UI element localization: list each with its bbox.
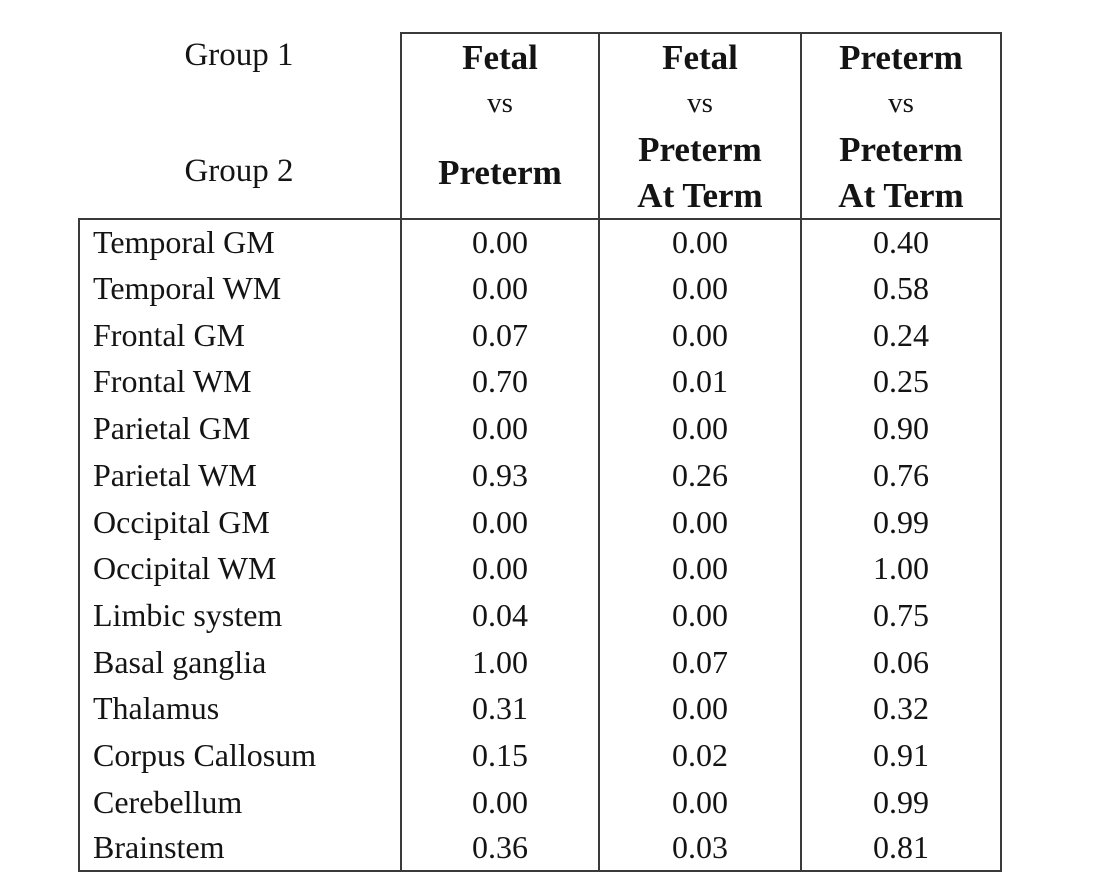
row-label: Parietal GM — [78, 404, 400, 452]
header-line: Preterm — [839, 129, 963, 169]
row-label: Frontal GM — [78, 311, 400, 359]
header-vs-label: vs — [487, 86, 513, 119]
p-value-cell: 0.00 — [400, 498, 598, 545]
p-value-cell: 0.93 — [400, 451, 598, 499]
row-label: Brainstem — [78, 825, 400, 872]
p-value-cell: 0.40 — [800, 218, 1002, 265]
p-value-cell: 0.75 — [800, 591, 1002, 639]
p-value-cell: 0.15 — [400, 731, 598, 779]
p-value-cell: 0.03 — [598, 825, 800, 872]
p-value-cell: 0.00 — [400, 264, 598, 312]
p-value-cell: 0.58 — [800, 264, 1002, 312]
p-value-cell: 1.00 — [400, 638, 598, 686]
pvalue-table: Group 1 Group 2 Fetal vs Preterm Fetal v… — [78, 32, 1002, 872]
p-value-cell: 0.31 — [400, 685, 598, 732]
row-label: Frontal WM — [78, 358, 400, 405]
p-value-cell: 0.00 — [400, 218, 598, 265]
group1-label: Group 1 — [184, 36, 294, 73]
header-line: Fetal — [462, 37, 538, 77]
p-value-cell: 0.07 — [400, 311, 598, 359]
p-value-cell: 0.00 — [598, 264, 800, 312]
p-value-cell: 0.99 — [800, 498, 1002, 545]
p-value-cell: 0.81 — [800, 825, 1002, 872]
row-label: Cerebellum — [78, 778, 400, 826]
row-label: Parietal WM — [78, 451, 400, 499]
header-col-preterm-vs-preterm-at-term: Preterm vs Preterm At Term — [800, 32, 1002, 218]
p-value-cell: 0.70 — [400, 358, 598, 405]
header-corner-cell: Group 1 Group 2 — [78, 32, 400, 218]
row-label: Limbic system — [78, 591, 400, 639]
row-label: Basal ganglia — [78, 638, 400, 686]
p-value-cell: 0.00 — [598, 685, 800, 732]
p-value-cell: 0.01 — [598, 358, 800, 405]
p-value-cell: 0.24 — [800, 311, 1002, 359]
header-col-fetal-vs-preterm-at-term: Fetal vs Preterm At Term — [598, 32, 800, 218]
p-value-cell: 0.07 — [598, 638, 800, 686]
p-value-cell: 0.99 — [800, 778, 1002, 826]
p-value-cell: 0.00 — [598, 404, 800, 452]
row-label: Corpus Callosum — [78, 731, 400, 779]
header-line: At Term — [838, 175, 964, 215]
header-col-fetal-vs-preterm: Fetal vs Preterm — [400, 32, 598, 218]
p-value-cell: 0.00 — [598, 544, 800, 592]
p-value-cell: 0.02 — [598, 731, 800, 779]
p-value-cell: 0.00 — [598, 778, 800, 826]
row-label: Thalamus — [78, 685, 400, 732]
row-label: Temporal GM — [78, 218, 400, 265]
header-line: At Term — [637, 175, 763, 215]
p-value-cell: 0.76 — [800, 451, 1002, 499]
header-line: Preterm — [638, 129, 762, 169]
p-value-cell: 0.06 — [800, 638, 1002, 686]
p-value-cell: 0.00 — [400, 404, 598, 452]
p-value-cell: 0.00 — [598, 498, 800, 545]
p-value-cell: 0.00 — [598, 311, 800, 359]
p-value-cell: 0.04 — [400, 591, 598, 639]
p-value-cell: 0.00 — [400, 778, 598, 826]
p-value-cell: 1.00 — [800, 544, 1002, 592]
header-line: Preterm — [839, 37, 963, 77]
header-line: Preterm — [438, 152, 562, 192]
p-value-cell: 0.00 — [598, 591, 800, 639]
p-value-cell: 0.00 — [598, 218, 800, 265]
p-value-cell: 0.90 — [800, 404, 1002, 452]
row-label: Occipital GM — [78, 498, 400, 545]
p-value-cell: 0.00 — [400, 544, 598, 592]
group2-label: Group 2 — [184, 153, 294, 189]
header-vs-label: vs — [888, 86, 914, 119]
p-value-cell: 0.91 — [800, 731, 1002, 779]
p-value-cell: 0.26 — [598, 451, 800, 499]
p-value-cell: 0.36 — [400, 825, 598, 872]
row-label: Temporal WM — [78, 264, 400, 312]
row-label: Occipital WM — [78, 544, 400, 592]
p-value-cell: 0.32 — [800, 685, 1002, 732]
p-value-cell: 0.25 — [800, 358, 1002, 405]
header-line: Fetal — [662, 37, 738, 77]
header-vs-label: vs — [687, 86, 713, 119]
